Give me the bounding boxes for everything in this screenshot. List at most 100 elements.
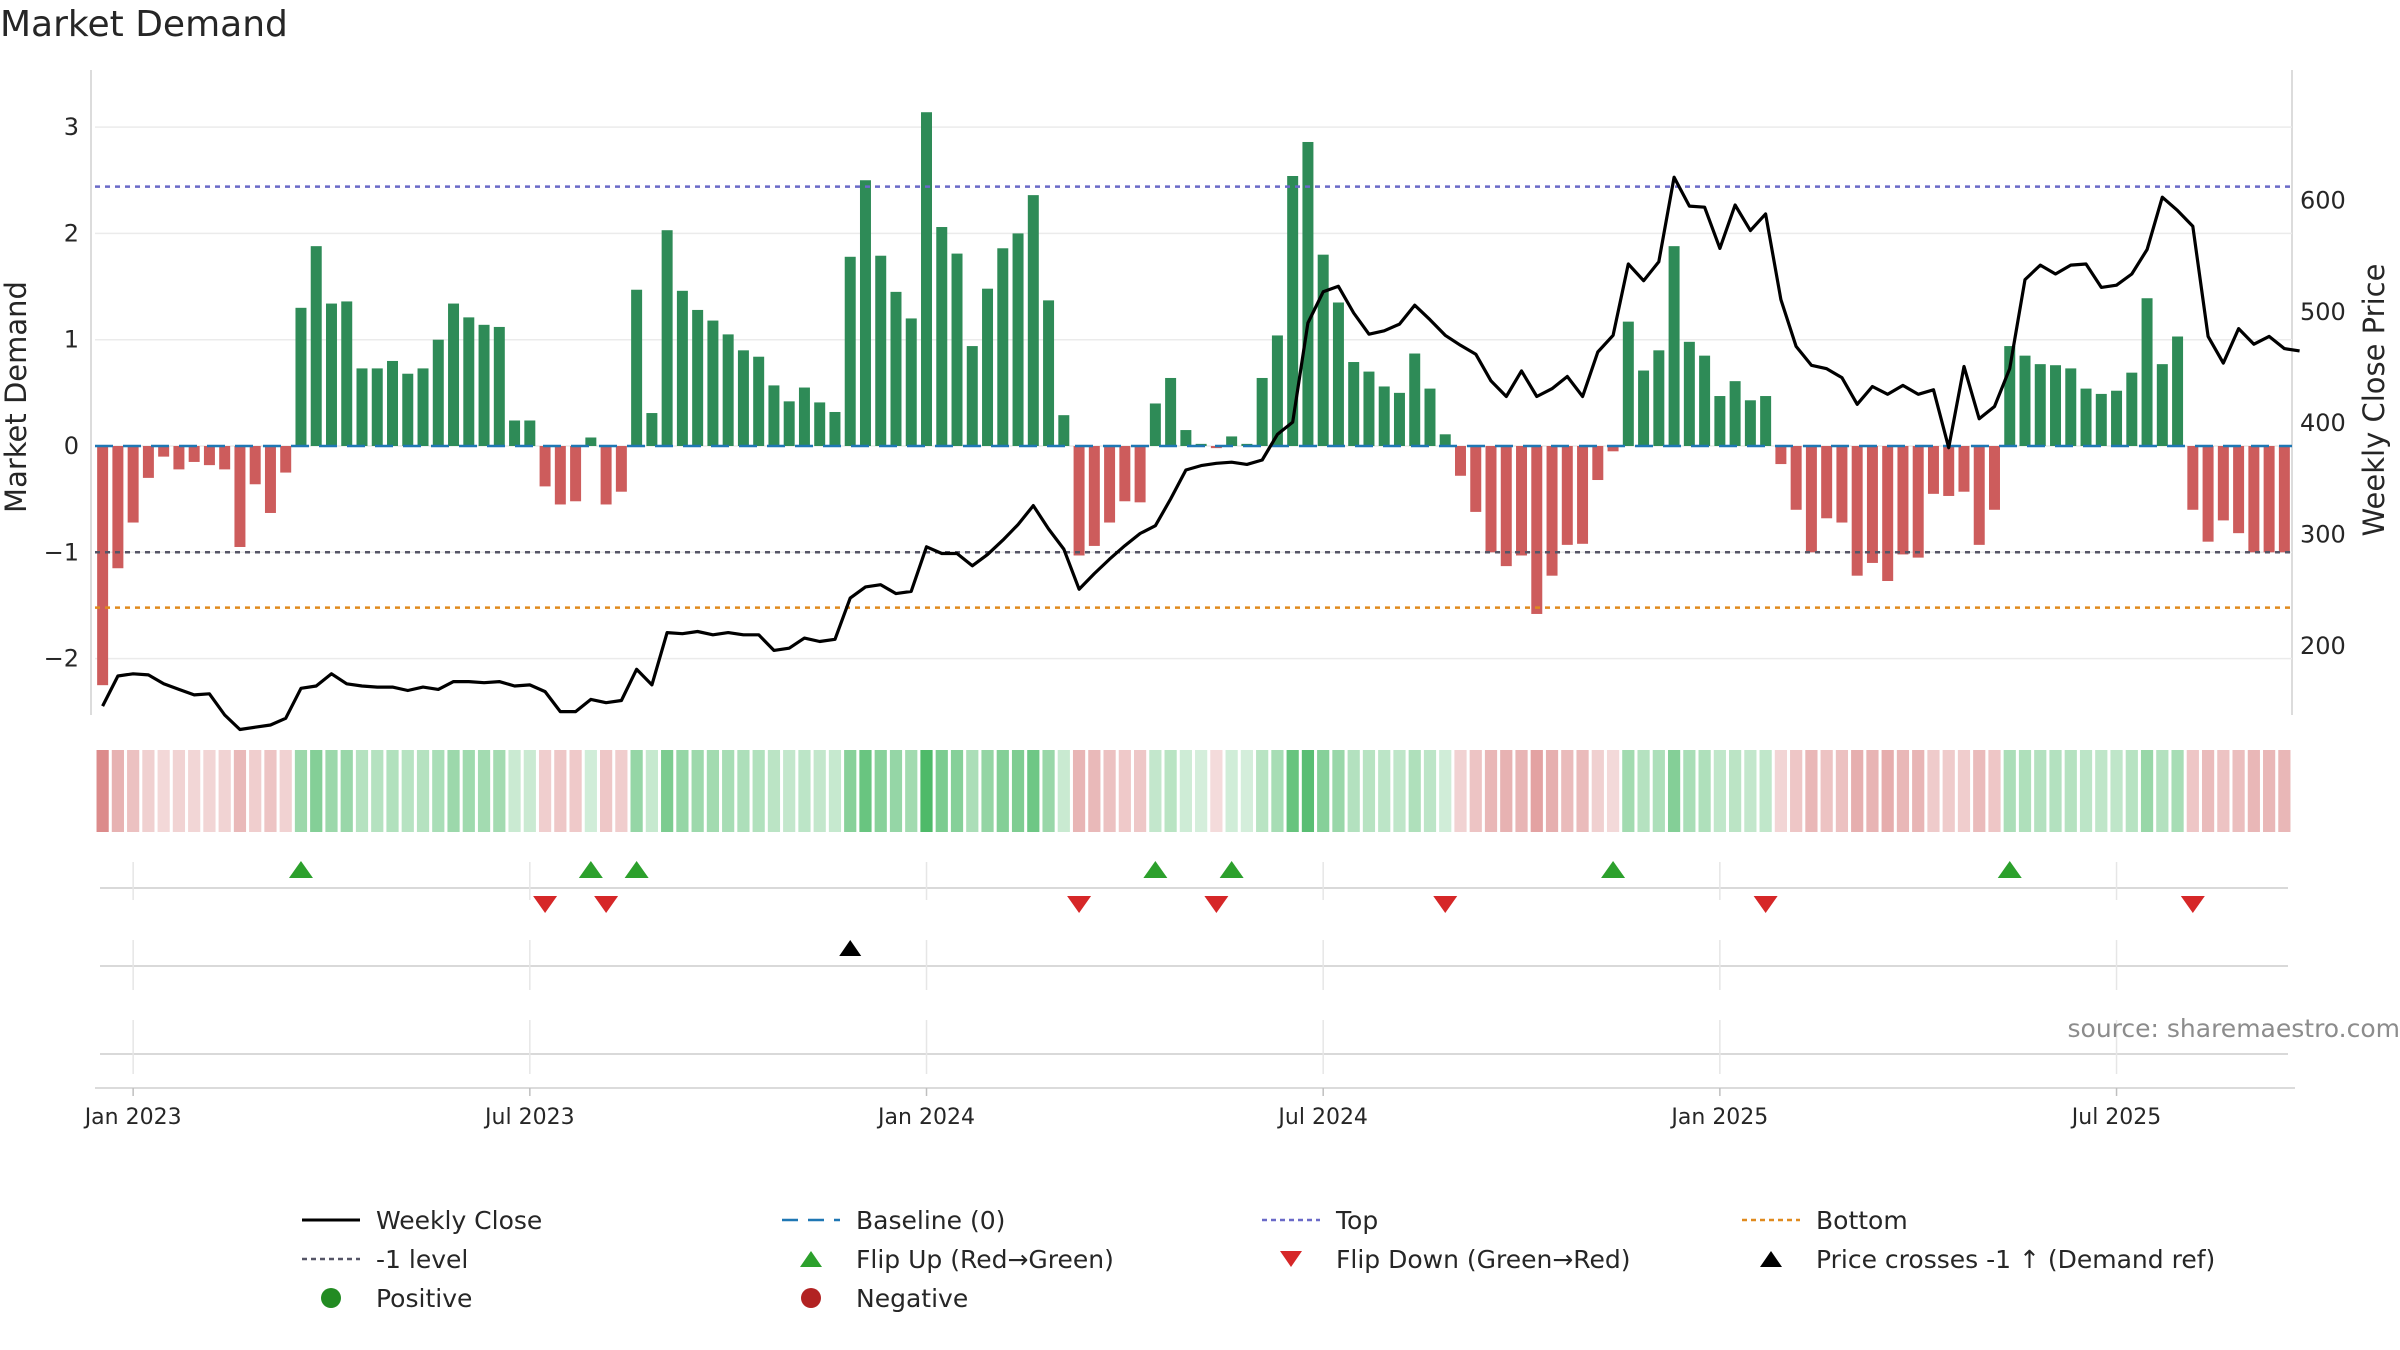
heat-cell [1332,750,1345,832]
heat-cell [1240,750,1254,832]
demand-bar [1683,341,1695,446]
demand-bar [1927,446,1939,494]
heat-cell [645,750,658,832]
demand-bar [1378,386,1390,446]
heat-cell [325,750,338,832]
demand-bar [1104,446,1116,523]
demand-bar [1866,446,1878,563]
demand-bar [600,446,612,505]
legend-label: Flip Down (Green→Red) [1336,1244,1631,1274]
demand-bar [2004,346,2016,446]
demand-bar [1424,388,1436,446]
demand-bar [1470,446,1482,512]
heat-cell [1881,750,1894,832]
demand-bar [1531,446,1543,614]
demand-bar [1607,446,1619,452]
demand-bar [966,346,978,446]
demand-bar [432,339,444,446]
flip-up-marker [1143,861,1168,878]
legend-item-close: Weekly Close [300,1202,542,1238]
flip-down-marker [533,896,558,913]
demand-bar [814,402,826,446]
heat-cell [1088,750,1101,832]
demand-bar [2034,364,2046,446]
heat-cell [2125,750,2138,832]
heat-cell [1378,750,1391,832]
demand-bar [1622,321,1634,446]
cross-legend-swatch [1760,1251,1782,1267]
heat-cell [279,750,292,832]
demand-bar [2202,446,2214,542]
heat-cell [447,750,460,832]
heat-cell [1713,750,1726,832]
demand-bar [417,368,429,446]
heat-cell [752,750,765,832]
heat-cell [1133,750,1147,832]
demand-bar [905,318,917,446]
demand-bar [783,401,795,446]
heat-cell [767,750,781,832]
demand-bar [1851,446,1863,576]
heat-cell [1301,750,1315,832]
demand-bar [1149,403,1161,446]
demand-bar [295,307,307,446]
legend-item-negative: Negative [780,1280,968,1316]
heat-cell [2003,750,2016,832]
demand-bar [142,446,154,478]
demand-bar [1775,446,1787,465]
heat-cell [1362,750,1376,832]
demand-bar [1805,446,1817,553]
demand-bar [2050,365,2062,446]
demand-bar [2278,446,2290,553]
close-legend-swatch [302,1218,360,1222]
positive-legend-swatch [321,1288,341,1308]
demand-bar [1088,446,1100,546]
demand-bar [234,446,246,547]
heat-cell [1637,750,1650,832]
heat-cell [813,750,826,832]
demand-bar [1897,446,1909,555]
flip_up-legend-swatch [800,1251,822,1267]
heat-cell [2110,750,2123,832]
demand-bar [997,248,1009,446]
heat-cell [172,750,186,832]
demand-bar [1027,195,1039,446]
demand-bar [524,420,536,446]
heat-cell [737,750,750,832]
legend-label: Positive [376,1283,473,1313]
demand-bar [1134,446,1146,503]
demand-bar [1592,446,1604,481]
demand-bar [661,230,673,446]
legend-item-cross: Price crosses -1 ↑ (Demand ref) [1740,1241,2215,1277]
legend-label: Weekly Close [376,1205,543,1235]
heat-cell [294,750,308,832]
heat-cell [142,750,155,832]
heat-cell [1622,750,1635,832]
demand-bar [722,334,734,446]
heat-cell [2049,750,2062,832]
weekly-close-line [101,175,2300,732]
heat-cell [249,750,262,832]
heat-cell [1118,750,1131,832]
heat-cell [1698,750,1711,832]
heat-cell [2232,750,2245,832]
demand-bar [173,446,185,470]
heat-cell [2018,750,2032,832]
heat-cell [1057,750,1070,832]
demand-bar [478,324,490,446]
heat-cell [1545,750,1559,832]
y2-tick-label: 400 [2300,409,2346,437]
demand-bar [1058,415,1070,446]
demand-bar [951,253,963,446]
demand-bar [1256,377,1268,446]
heat-cell [111,750,124,832]
heat-cell [1744,750,1757,832]
heat-cell [1011,750,1025,832]
heat-cell [1561,750,1574,832]
heat-cell [950,750,964,832]
heat-cell [233,750,247,832]
legend-label: -1 level [376,1244,469,1274]
legend-item-level: -1 level [300,1241,468,1277]
demand-bar [692,309,704,446]
demand-bar [203,446,215,466]
